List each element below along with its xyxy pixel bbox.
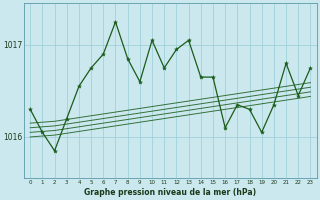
X-axis label: Graphe pression niveau de la mer (hPa): Graphe pression niveau de la mer (hPa) (84, 188, 256, 197)
